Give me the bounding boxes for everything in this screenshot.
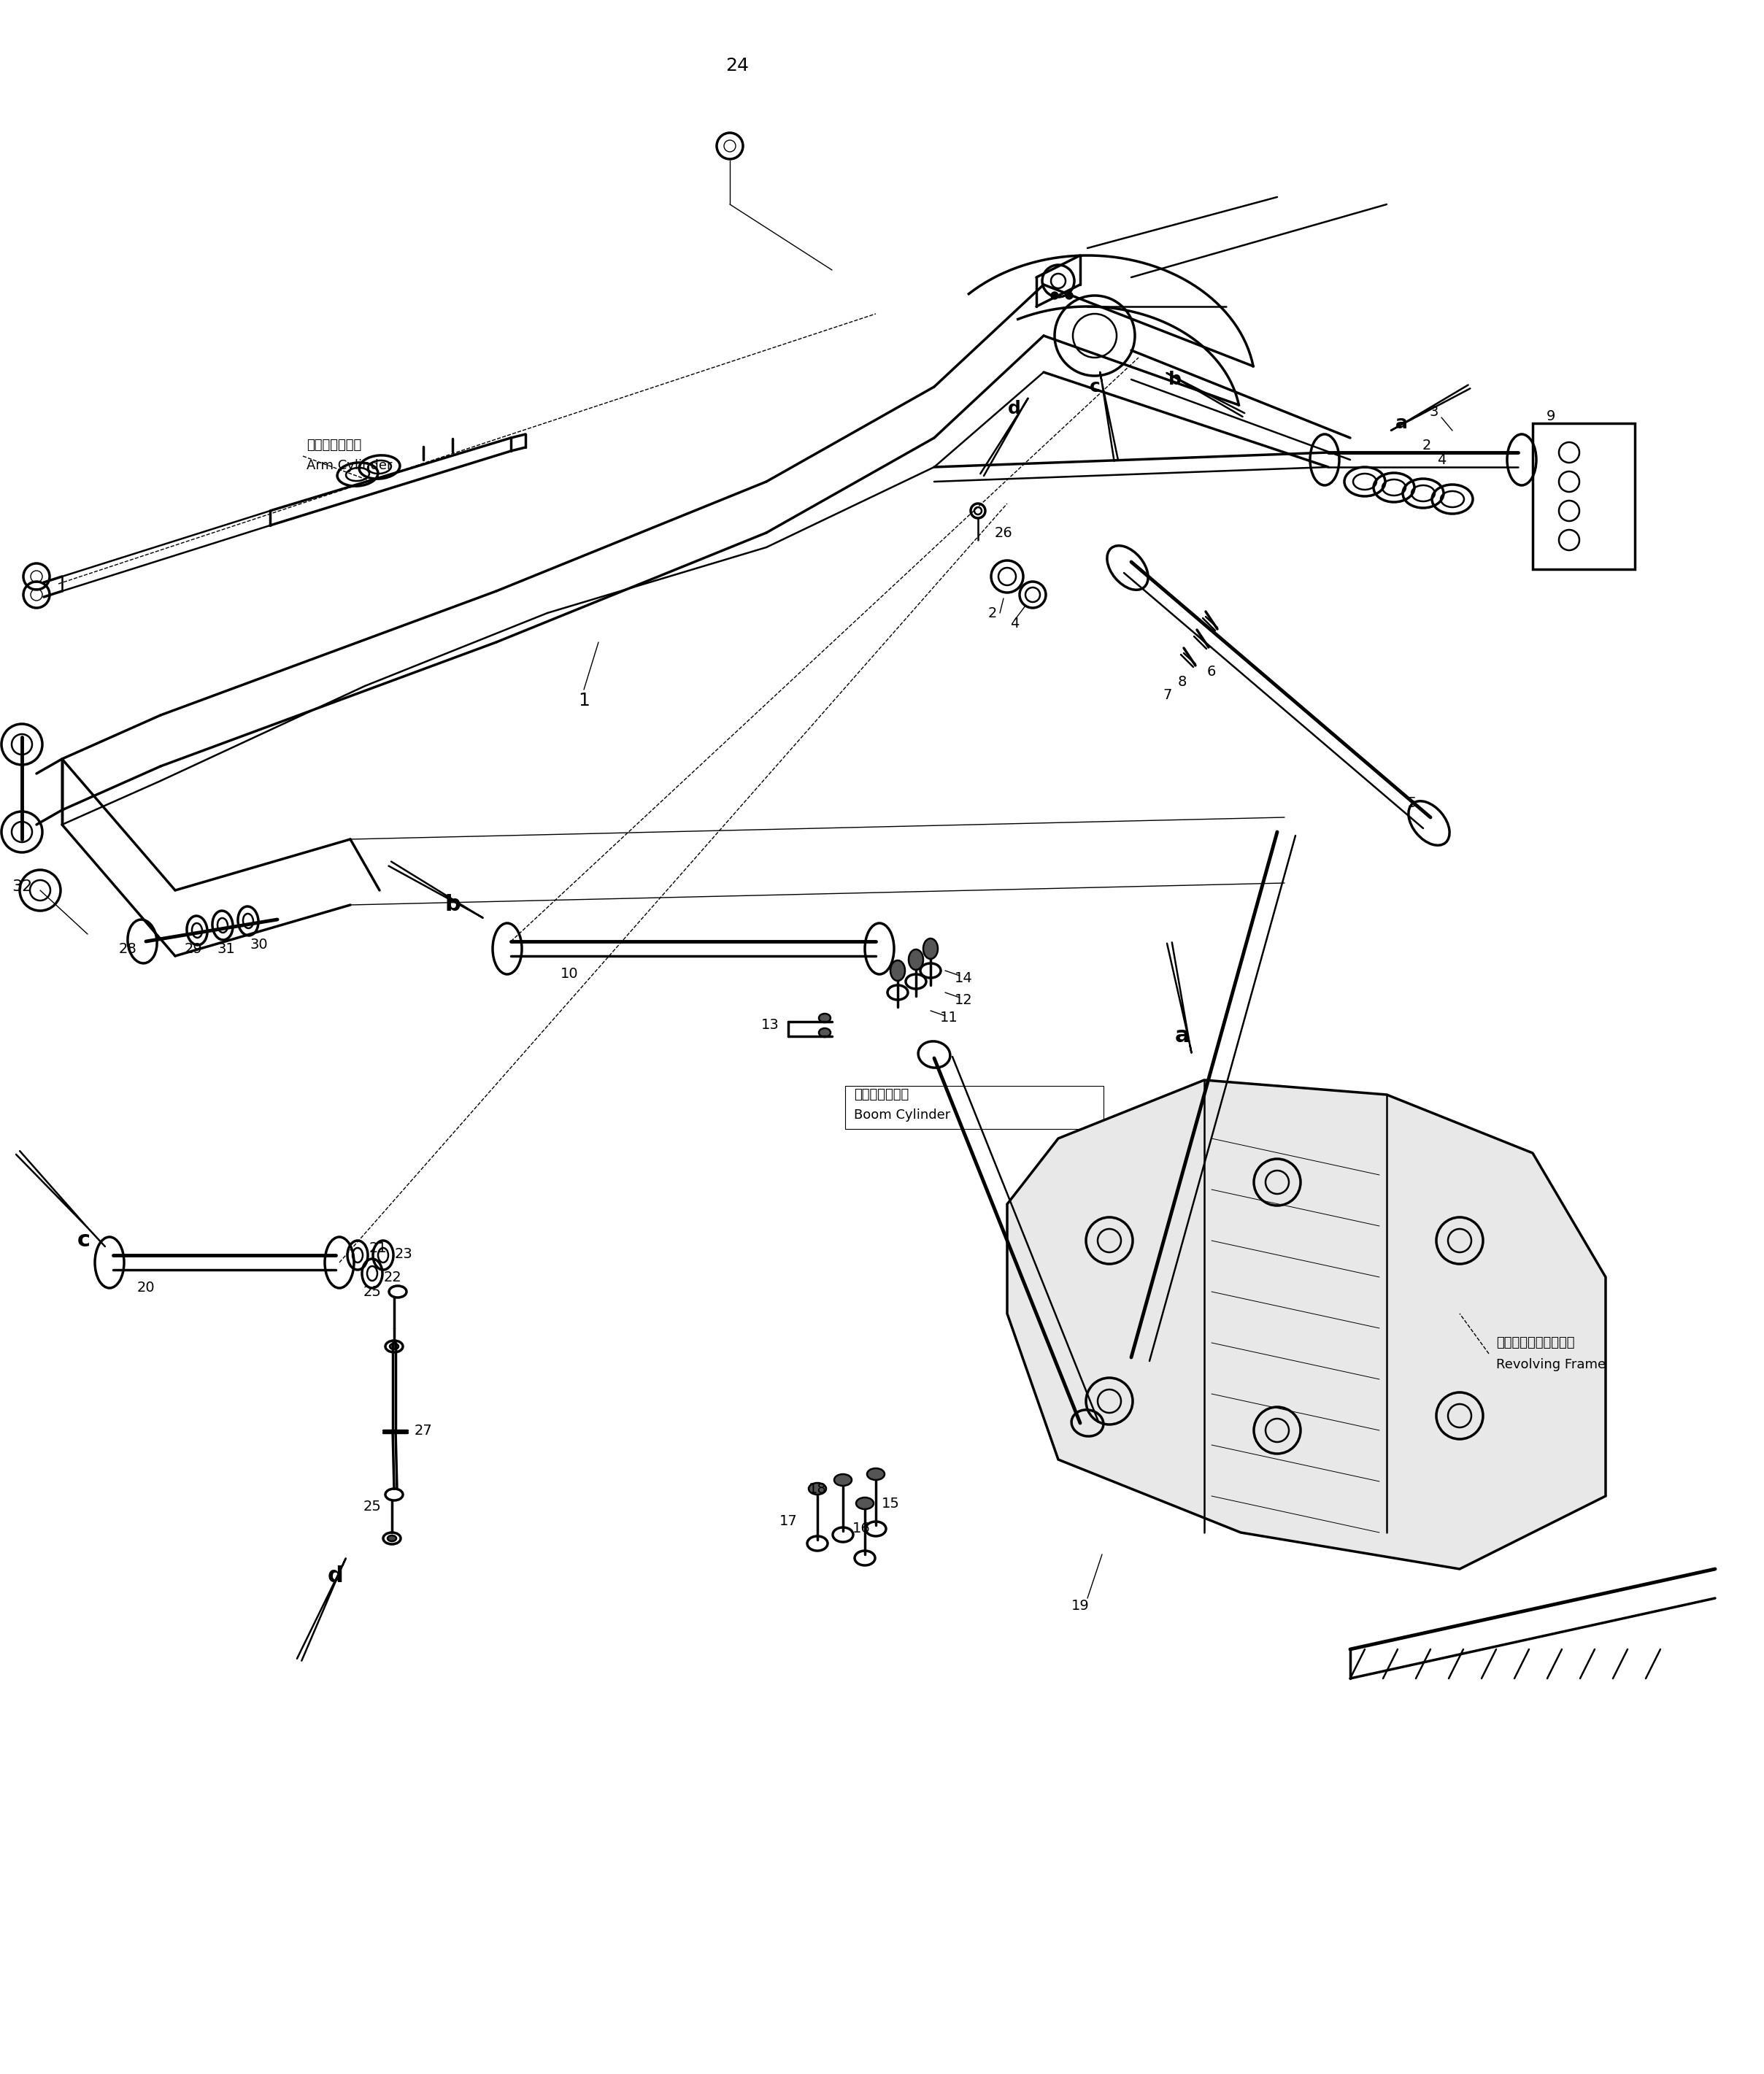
Text: d: d (328, 1566, 344, 1587)
Text: a: a (1395, 415, 1408, 431)
Text: アームシリンダ: アームシリンダ (307, 438, 362, 452)
Ellipse shape (868, 1468, 884, 1481)
Text: 8: 8 (1178, 676, 1187, 689)
Ellipse shape (808, 1483, 826, 1495)
Ellipse shape (856, 1497, 873, 1510)
Text: 4: 4 (1438, 452, 1446, 467)
Text: 31: 31 (217, 942, 235, 956)
Ellipse shape (818, 1029, 831, 1037)
Text: 28: 28 (118, 942, 138, 956)
Text: 26: 26 (995, 527, 1013, 539)
Text: Revolving Frame: Revolving Frame (1496, 1358, 1605, 1371)
Text: c: c (78, 1230, 90, 1251)
Text: d: d (1007, 400, 1021, 417)
Text: 25: 25 (363, 1500, 381, 1514)
Text: Arm Cylinder: Arm Cylinder (307, 458, 392, 473)
Text: 27: 27 (415, 1423, 432, 1437)
Text: b: b (1168, 371, 1182, 388)
Text: 2: 2 (988, 606, 997, 620)
Text: c: c (1090, 377, 1101, 396)
Polygon shape (1007, 1081, 1605, 1570)
Text: 5: 5 (1408, 796, 1416, 809)
Text: 1: 1 (579, 693, 589, 709)
Ellipse shape (388, 1535, 397, 1541)
Text: 20: 20 (138, 1282, 155, 1294)
Text: 9: 9 (1547, 409, 1556, 423)
Ellipse shape (923, 937, 938, 958)
Circle shape (1051, 292, 1058, 299)
Text: 18: 18 (808, 1481, 827, 1495)
Text: 10: 10 (561, 966, 579, 981)
Ellipse shape (390, 1344, 399, 1350)
Text: Boom Cylinder: Boom Cylinder (854, 1108, 951, 1122)
Text: 3: 3 (1429, 404, 1439, 419)
Circle shape (1065, 292, 1073, 299)
Text: 4: 4 (1011, 618, 1020, 630)
Text: 13: 13 (760, 1018, 780, 1033)
Text: 19: 19 (1071, 1599, 1088, 1611)
Text: 23: 23 (395, 1246, 413, 1261)
Text: 6: 6 (1207, 664, 1215, 678)
Text: 30: 30 (250, 937, 268, 952)
Text: 15: 15 (882, 1495, 900, 1510)
Text: 2: 2 (1422, 438, 1431, 452)
Text: 14: 14 (954, 971, 972, 985)
Ellipse shape (818, 1014, 831, 1022)
Text: 22: 22 (383, 1271, 402, 1284)
Text: 7: 7 (1162, 689, 1173, 701)
Bar (1533, 423, 1635, 568)
Text: 11: 11 (940, 1012, 958, 1025)
Text: 25: 25 (363, 1284, 381, 1298)
Text: 21: 21 (369, 1240, 386, 1255)
Ellipse shape (908, 950, 923, 971)
Text: レボルビングフレーム: レボルビングフレーム (1496, 1336, 1575, 1350)
Text: b: b (445, 894, 460, 915)
Text: a: a (1175, 1027, 1189, 1047)
Text: 12: 12 (954, 993, 972, 1006)
Ellipse shape (891, 960, 905, 981)
Text: 16: 16 (852, 1522, 870, 1535)
Text: 24: 24 (725, 56, 748, 75)
Text: ブームシリンダ: ブームシリンダ (854, 1089, 908, 1101)
Text: 29: 29 (185, 942, 203, 956)
Text: 32: 32 (12, 879, 32, 894)
Ellipse shape (834, 1475, 852, 1485)
Text: 17: 17 (780, 1514, 797, 1529)
